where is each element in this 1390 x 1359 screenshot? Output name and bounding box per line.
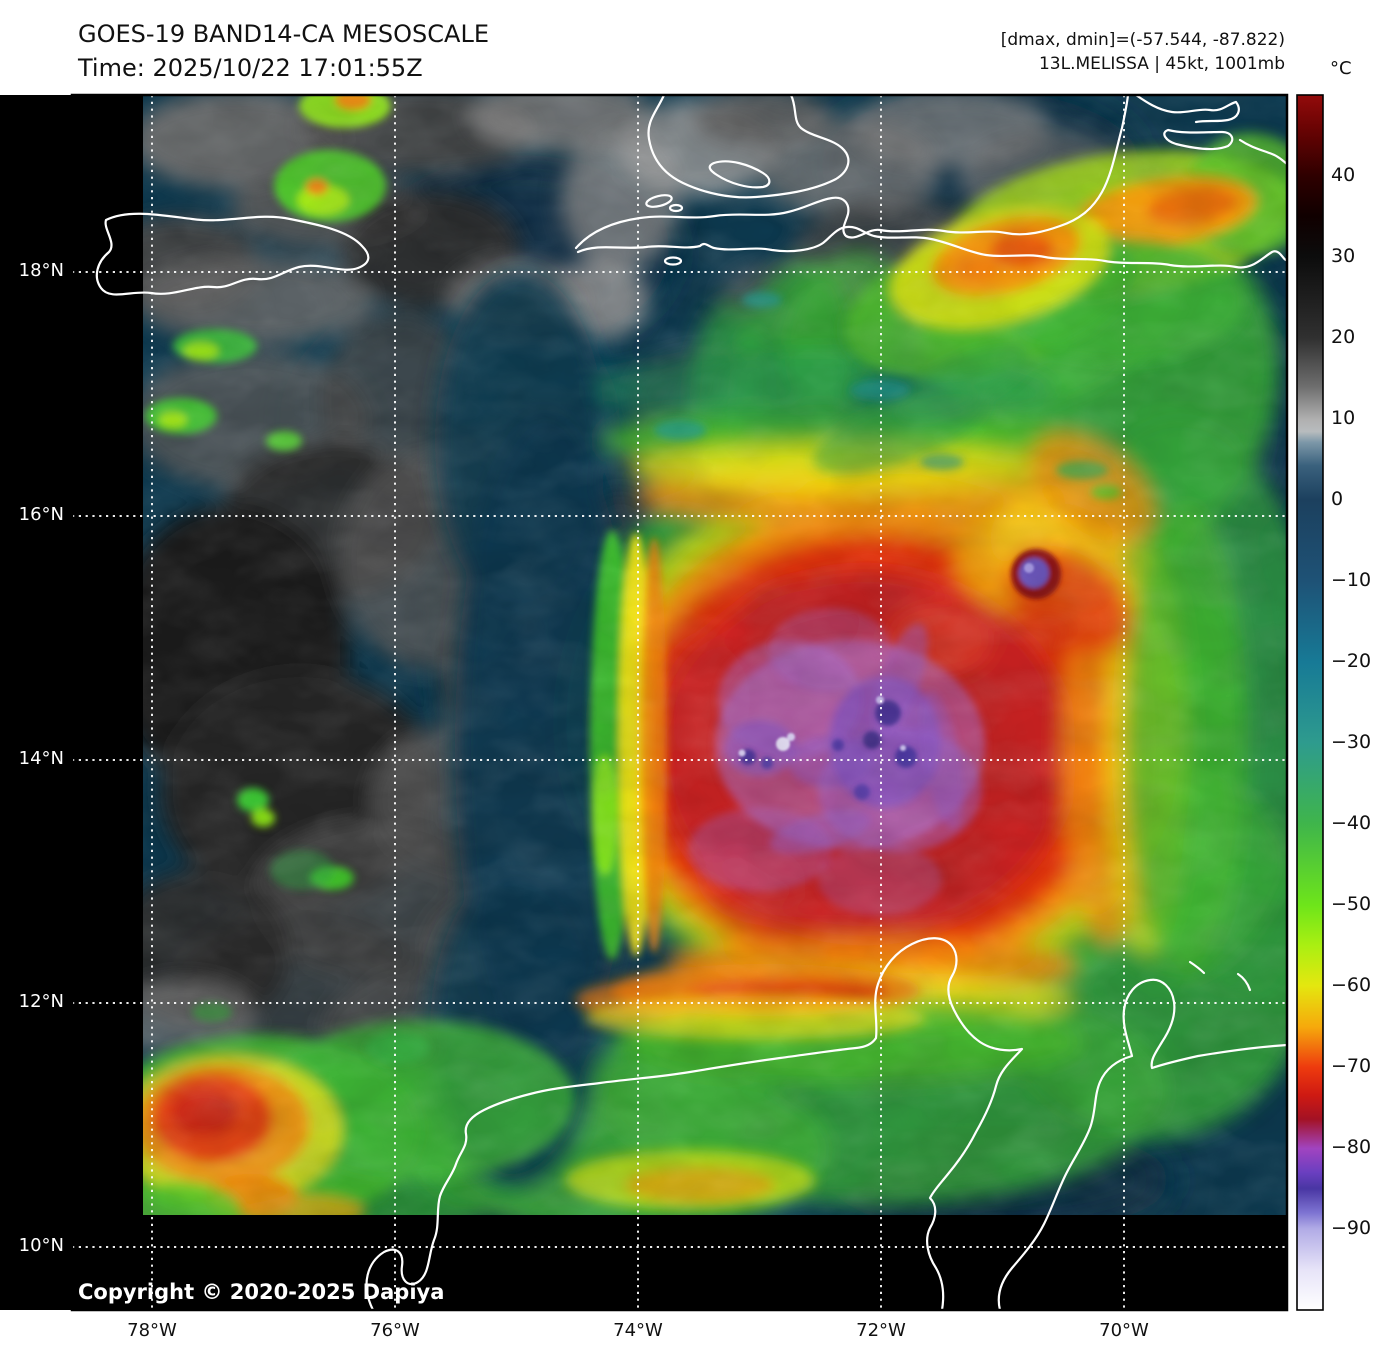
coast-hispaniola-north [574, 95, 1130, 250]
lon-tick-label: 74°W [613, 1320, 663, 1341]
plot-border [70, 93, 1289, 1312]
coast-venezuela [997, 978, 1287, 1310]
colorbar-tick-label: −50 [1331, 893, 1372, 915]
coast-jamaica [95, 212, 370, 296]
lat-tick-label: 14°N [18, 748, 64, 769]
colorbar-unit-label: °C [1330, 58, 1352, 79]
island-aruba [1188, 960, 1206, 975]
lon-tick-label: 78°W [127, 1320, 177, 1341]
page-title: GOES-19 BAND14-CA MESOSCALE [78, 20, 489, 48]
colorbar-tick-label: 30 [1331, 245, 1356, 267]
coast-hispaniola-south [576, 225, 1287, 269]
lat-tick-label: 18°N [18, 260, 64, 281]
colorbar-tick-label: 20 [1331, 326, 1356, 348]
island-curacao [1236, 972, 1252, 992]
copyright-label: Copyright © 2020-2025 Dapiya [78, 1280, 445, 1304]
lat-tick-label: 10°N [18, 1235, 64, 1256]
island-small-north [668, 203, 684, 213]
lon-tick-label: 70°W [1099, 1320, 1149, 1341]
timestamp: Time: 2025/10/22 17:01:55Z [78, 54, 423, 82]
coast-samana [1163, 128, 1234, 151]
colorbar-tick-label: −80 [1331, 1136, 1372, 1158]
coast-east-corner [1238, 138, 1287, 166]
colorbar-tick-label: 40 [1331, 164, 1356, 186]
noise-texture-dark [143, 95, 1287, 1215]
ir-imagery [143, 95, 1287, 1215]
lat-tick-label: 12°N [18, 991, 64, 1012]
colorbar-tick-label: −70 [1331, 1055, 1372, 1077]
lon-tick-label: 76°W [370, 1320, 420, 1341]
lon-tick-label: 72°W [856, 1320, 906, 1341]
colorbar-tick-label: −30 [1331, 731, 1372, 753]
colorbar-tick-label: −60 [1331, 974, 1372, 996]
colorbar-tick-label: 0 [1331, 488, 1344, 510]
coast-cuba [647, 95, 850, 199]
colorbar-tick-label: −20 [1331, 650, 1372, 672]
colorbar-tick-label: −40 [1331, 812, 1372, 834]
dmax-dmin-readout: [dmax, dmin]=(-57.544, -87.822) [1000, 30, 1285, 50]
colorbar-tick-label: −90 [1331, 1217, 1372, 1239]
island-gonave [645, 194, 673, 208]
coast-colombia [365, 937, 1024, 1310]
coastlines [95, 95, 1287, 1310]
island-vache [663, 256, 683, 266]
coast-hispaniola-ne [1134, 95, 1240, 124]
lat-tick-label: 16°N [18, 504, 64, 525]
colorbar-tick-label: −10 [1331, 569, 1372, 591]
colorbar [1296, 94, 1324, 1311]
storm-info: 13L.MELISSA | 45kt, 1001mb [1038, 54, 1285, 74]
coast-cuba-bay [708, 160, 771, 189]
colorbar-tick-label: 10 [1331, 407, 1356, 429]
